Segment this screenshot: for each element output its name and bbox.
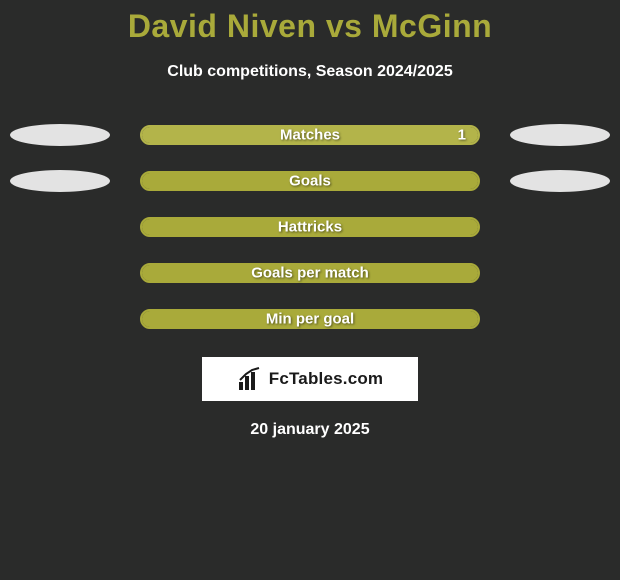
page-title: David Niven vs McGinn — [0, 8, 620, 45]
player-left-marker — [10, 170, 110, 192]
stat-bar: Goals — [140, 171, 480, 191]
stat-bar: Min per goal — [140, 309, 480, 329]
logo-text: FcTables.com — [269, 369, 384, 389]
stat-row: Matches1 — [0, 125, 620, 145]
logo-icon — [237, 366, 263, 392]
stat-row: Min per goal — [0, 309, 620, 329]
player-right-marker — [510, 170, 610, 192]
stat-bar: Goals per match — [140, 263, 480, 283]
stat-row: Goals per match — [0, 263, 620, 283]
stat-bar-fill — [142, 311, 478, 327]
stat-bar-fill — [142, 127, 478, 143]
stat-bar-fill — [142, 173, 478, 189]
stat-row: Hattricks — [0, 217, 620, 237]
player-left-marker — [10, 124, 110, 146]
stat-bar-fill — [142, 219, 478, 235]
comparison-infographic: David Niven vs McGinn Club competitions,… — [0, 8, 620, 580]
stat-bar-fill — [142, 265, 478, 281]
stat-row: Goals — [0, 171, 620, 191]
player-right-marker — [510, 124, 610, 146]
stat-rows: Matches1 Goals Hattricks Goals per match Min… — [0, 125, 620, 329]
logo-box: FcTables.com — [202, 357, 418, 401]
stat-bar: Matches1 — [140, 125, 480, 145]
date-label: 20 january 2025 — [0, 421, 620, 439]
stat-bar: Hattricks — [140, 217, 480, 237]
subtitle: Club competitions, Season 2024/2025 — [0, 63, 620, 81]
